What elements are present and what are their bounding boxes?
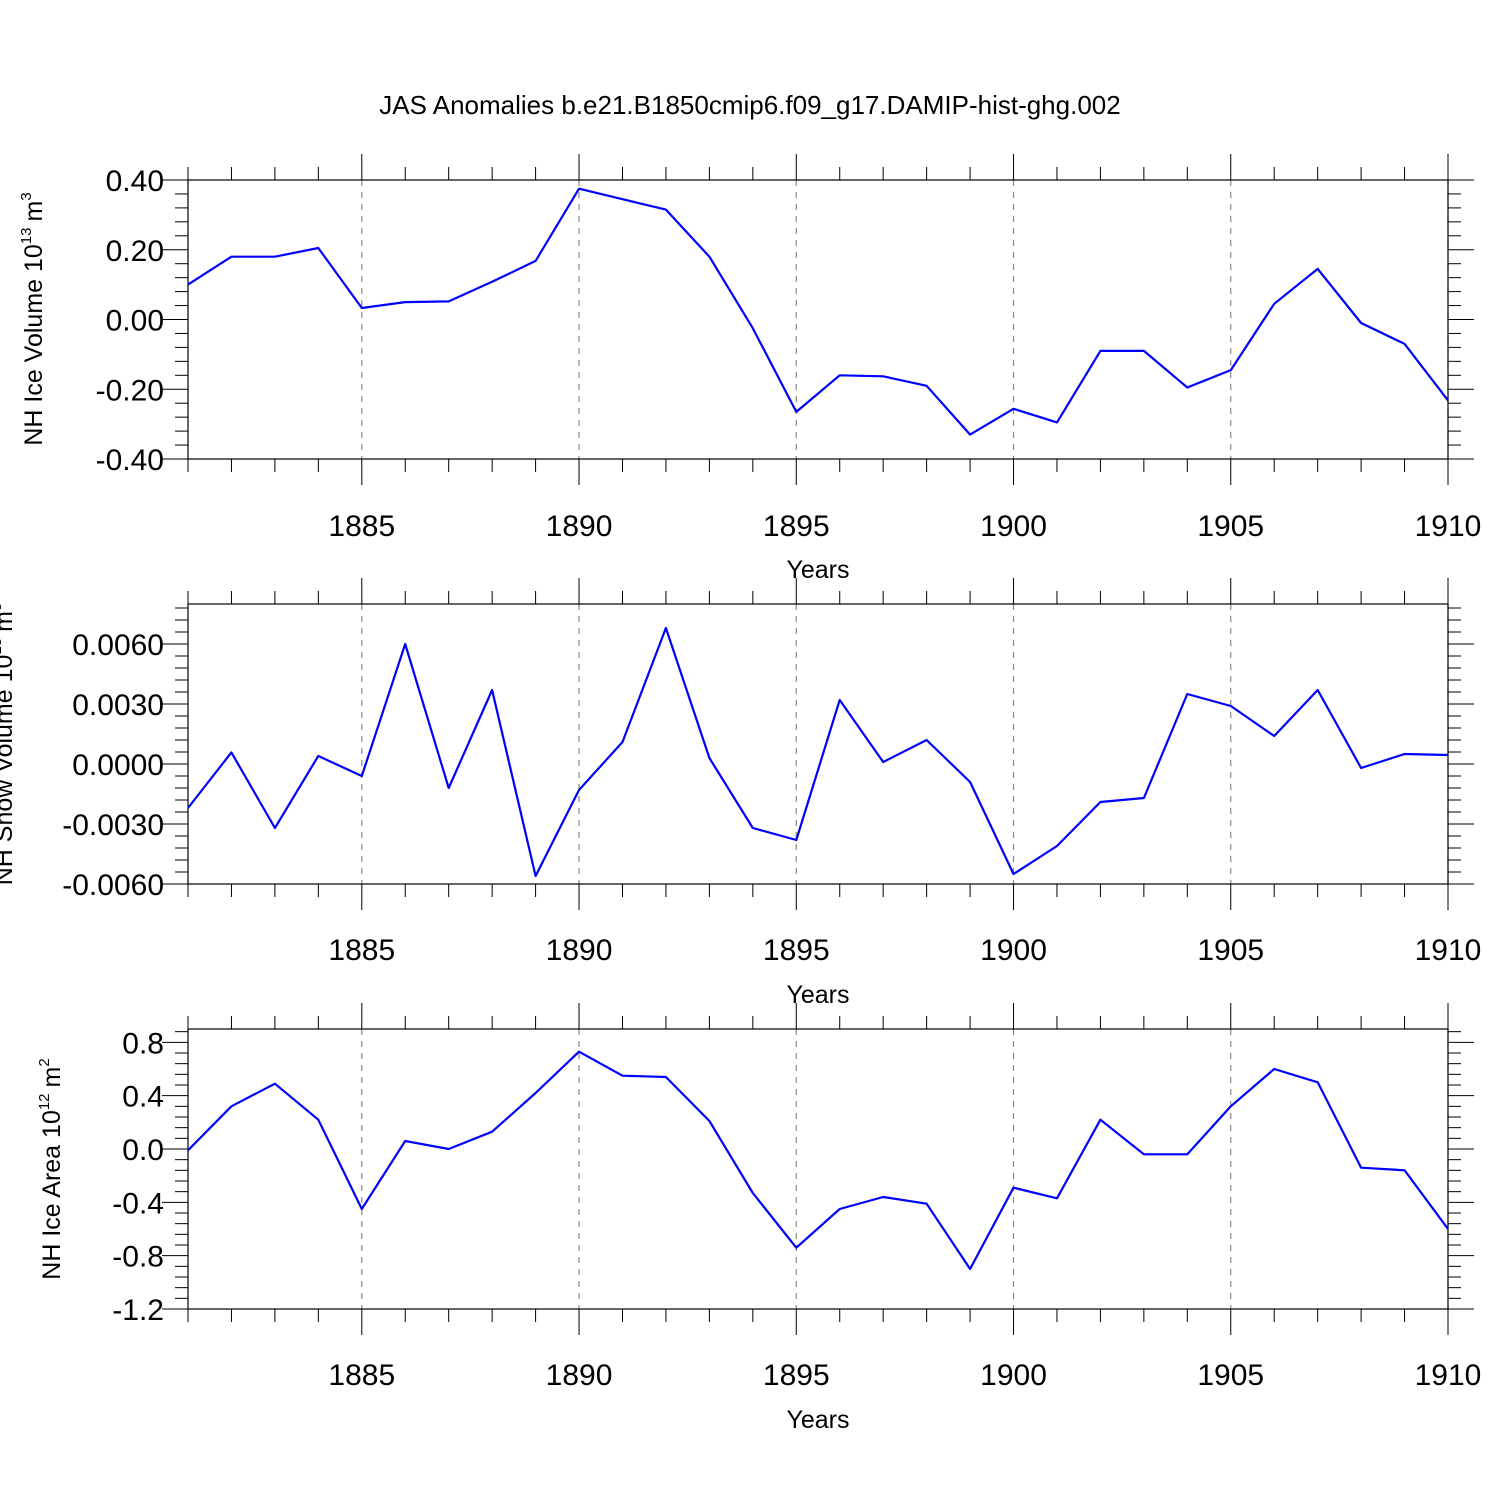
series-line — [188, 626, 1448, 878]
x-tick-label: 1910 — [1415, 934, 1482, 967]
y-axis-title: NH Snow Volume 1013 m3 — [0, 603, 18, 886]
x-tick-label: 1905 — [1197, 934, 1264, 967]
plot-frame — [187, 603, 1449, 885]
y-tick-label: -0.40 — [96, 444, 164, 477]
y-tick-label: 0.40 — [106, 165, 164, 198]
x-tick-label: 1910 — [1415, 510, 1482, 543]
y-axis-title-main: NH Ice Area 10 — [38, 1110, 66, 1280]
y-axis-title-main: NH Ice Volume 10 — [20, 244, 48, 446]
x-tick-label: 1885 — [328, 1359, 395, 1392]
y-tick-label: 0.0060 — [72, 629, 164, 662]
y-axis-title-unit: m — [20, 201, 48, 222]
figure-title: JAS Anomalies b.e21.B1850cmip6.f09_g17.D… — [379, 90, 1120, 120]
x-tick-label: 1900 — [980, 1359, 1047, 1392]
y-tick-label: -0.20 — [96, 374, 164, 407]
y-axis-title-main: NH Snow Volume 10 — [0, 655, 18, 886]
y-tick-label: 0.8 — [122, 1027, 164, 1060]
snow-volume-panel: -0.0060 -0.0030 0.0000 0.0030 0.0060 1885 1890… — [0, 578, 1481, 1009]
y-tick-label: -0.0030 — [62, 809, 164, 842]
y-tick-label: 0.00 — [106, 305, 164, 338]
y-axis-title-unit: m — [38, 1067, 66, 1088]
y-axis-title-unit-exponent: 3 — [0, 603, 5, 611]
x-tick-label: 1885 — [328, 934, 395, 967]
y-tick-label: -0.8 — [112, 1241, 164, 1274]
x-tick-label: 1895 — [763, 1359, 830, 1392]
y-tick-label: 0.0 — [122, 1134, 164, 1167]
x-tick-label: 1890 — [546, 934, 613, 967]
x-tick-label: 1900 — [980, 934, 1047, 967]
series-line — [188, 187, 1448, 436]
y-axis-title-exponent: 13 — [0, 638, 5, 655]
x-tick-label: 1890 — [546, 510, 613, 543]
series-line — [188, 1050, 1448, 1271]
y-tick-label: 0.4 — [122, 1081, 164, 1114]
x-axis-title: Years — [786, 556, 849, 584]
x-axis-title: Years — [786, 1406, 849, 1434]
y-tick-label: 0.0030 — [72, 689, 164, 722]
y-axis-title: NH Ice Volume 1013 m3 — [18, 192, 48, 445]
x-tick-label: 1890 — [546, 1359, 613, 1392]
x-tick-label: 1895 — [763, 934, 830, 967]
x-tick-label: 1905 — [1197, 510, 1264, 543]
y-tick-label: 0.20 — [106, 235, 164, 268]
y-axis-title: NH Ice Area 1012 m2 — [36, 1058, 66, 1279]
y-axis-title-unit-exponent: 2 — [36, 1058, 53, 1066]
y-axis-title-unit-exponent: 3 — [18, 192, 35, 200]
y-tick-label: -0.4 — [112, 1187, 164, 1220]
ice-area-panel: -1.2 -0.8 -0.4 0.0 0.4 0.8 1885 1890 1895 1900 190… — [36, 1003, 1481, 1434]
x-tick-label: 1905 — [1197, 1359, 1264, 1392]
y-axis-title-unit: m — [0, 611, 18, 632]
x-axis-title: Years — [786, 981, 849, 1009]
plot-frame — [187, 1028, 1449, 1310]
x-tick-label: 1885 — [328, 510, 395, 543]
x-tick-label: 1895 — [763, 510, 830, 543]
y-axis-title-exponent: 13 — [18, 227, 35, 244]
x-tick-label: 1900 — [980, 510, 1047, 543]
y-tick-label: -1.2 — [112, 1294, 164, 1327]
ice-volume-panel: -0.40 -0.20 0.00 0.20 0.40 1885 1890 1895 1900 19… — [18, 154, 1481, 584]
y-tick-label: -0.0060 — [62, 869, 164, 902]
y-axis-title-exponent: 12 — [36, 1093, 53, 1110]
x-tick-label: 1910 — [1415, 1359, 1482, 1392]
plot-frame — [187, 179, 1449, 460]
y-tick-label: 0.0000 — [72, 749, 164, 782]
